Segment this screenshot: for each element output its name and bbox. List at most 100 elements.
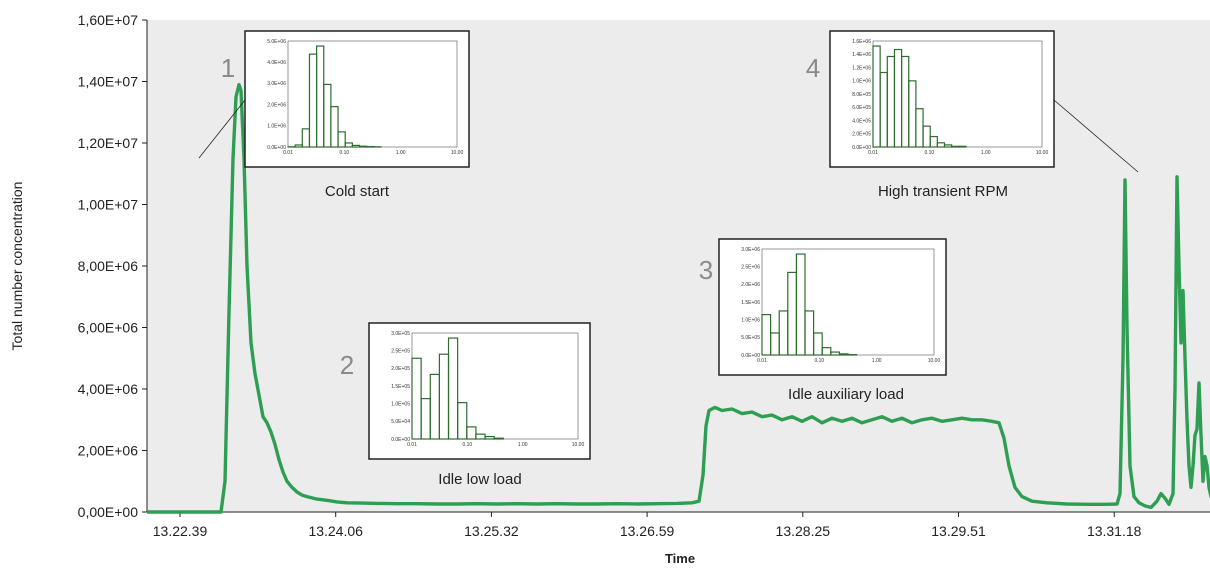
y-tick-label: 8,00E+06: [78, 258, 139, 274]
inset-y-tick: 4.0E+06: [267, 60, 286, 66]
inset-plot-area: [411, 332, 579, 440]
inset-x-tick: 0.01: [757, 358, 767, 364]
x-tick-label: 13.26.59: [620, 523, 675, 539]
inset-y-tick: 0.0E+00: [391, 437, 410, 443]
inset-bar: [493, 437, 504, 440]
y-axis-title: Total number concentration: [9, 182, 25, 351]
inset-4: 0.0E+00 2.0E+05 4.0E+05 6.0E+05 8.0E+05 1.0E+…: [806, 30, 1139, 200]
inset-y-tick: 1.0E+06: [852, 79, 871, 85]
inset-y-tick: 1.0E+06: [741, 317, 760, 323]
inset-y-tick: 1.0E+05: [391, 401, 410, 407]
inset-y-tick: 2.5E+05: [391, 348, 410, 354]
x-axis-title: Time: [665, 551, 695, 566]
y-tick-label: 0,00E+00: [78, 504, 139, 520]
inset-y-tick: 0.0E+00: [267, 145, 286, 151]
x-tick-label: 13.29.51: [931, 523, 986, 539]
inset-x-tick: 10.00: [1036, 150, 1049, 156]
inset-bar: [337, 131, 346, 148]
inset-caption: High transient RPM: [878, 183, 1008, 200]
inset-y-tick: 1.6E+06: [852, 39, 871, 45]
inset-caption: Cold start: [325, 183, 390, 200]
inset-y-tick: 3.0E+06: [267, 81, 286, 87]
inset-number: 4: [806, 53, 820, 83]
inset-x-tick: 10.00: [928, 358, 941, 364]
inset-bar: [466, 426, 477, 440]
inset-bar: [795, 253, 806, 356]
inset-plot-area: [761, 248, 935, 356]
series-layer: [147, 82, 1210, 514]
inset-x-tick: 1.00: [872, 358, 882, 364]
inset-y-tick: 1.5E+05: [391, 384, 410, 390]
inset-y-tick: 4.0E+05: [852, 118, 871, 124]
inset-y-tick: 1.5E+06: [741, 300, 760, 306]
inset-x-tick: 1.00: [518, 442, 528, 448]
x-axis: 13.22.39 13.24.06 13.25.32 13.26.59 13.28.25…: [147, 511, 1210, 539]
inset-y-tick: 5.0E+04: [391, 419, 410, 425]
inset-y-tick: 1.2E+06: [852, 65, 871, 71]
callout-line: [1053, 99, 1139, 173]
x-tick-label: 13.31.18: [1087, 523, 1142, 539]
inset-y-tick: 2.0E+06: [267, 102, 286, 108]
inset-y-tick: 2.0E+06: [741, 282, 760, 288]
inset-y-tick: 0.0E+00: [852, 145, 871, 151]
inset-3: 0.0E+00 5.0E+05 1.0E+06 1.5E+06 2.0E+06 2.5E+…: [699, 238, 947, 403]
inset-bar: [457, 402, 468, 440]
inset-x-tick: 0.10: [814, 358, 824, 364]
inset-y-tick: 3.0E+06: [741, 247, 760, 253]
series-line: [147, 82, 1210, 514]
y-tick-label: 4,00E+06: [78, 381, 139, 397]
inset-x-tick: 0.01: [407, 442, 417, 448]
inset-plot-area: [287, 40, 458, 148]
inset-number: 2: [340, 350, 354, 380]
inset-y-tick: 2.0E+05: [391, 366, 410, 372]
inset-2: 0.0E+00 5.0E+04 1.0E+05 1.5E+05 2.0E+05 2.5E+…: [340, 322, 591, 488]
y-tick-label: 6,00E+06: [78, 320, 139, 336]
y-tick-label: 1,20E+07: [78, 135, 139, 151]
callout-line: [198, 99, 246, 159]
x-tick-label: 13.25.32: [464, 523, 519, 539]
inset-x-tick: 10.00: [451, 150, 464, 156]
x-tick-label: 13.22.39: [153, 523, 208, 539]
inset-y-tick: 0.0E+00: [741, 353, 760, 359]
x-tick-label: 13.24.06: [308, 523, 363, 539]
inset-caption: Idle auxiliary load: [788, 386, 904, 403]
inset-x-tick: 0.10: [462, 442, 472, 448]
inset-bar: [447, 337, 459, 440]
inset-bar: [958, 145, 967, 148]
inset-bar: [812, 332, 823, 356]
inset-1: 0.0E+00 1.0E+06 2.0E+06 3.0E+06 4.0E+06 5.0E+…: [198, 30, 470, 200]
inset-bar: [821, 347, 832, 356]
inset-y-tick: 5.0E+06: [267, 39, 286, 45]
y-axis: 0,00E+00 2,00E+06 4,00E+06 6,00E+06 8,00E+06…: [78, 12, 148, 520]
inset-y-tick: 2.5E+06: [741, 264, 760, 270]
inset-y-tick: 5.0E+05: [741, 335, 760, 341]
x-tick-label: 13.28.25: [776, 523, 831, 539]
inset-x-tick: 10.00: [572, 442, 585, 448]
inset-plot-area: [872, 40, 1043, 148]
inset-x-tick: 1.00: [981, 150, 991, 156]
inset-x-tick: 0.10: [339, 150, 349, 156]
inset-x-tick: 0.10: [924, 150, 934, 156]
inset-x-tick: 1.00: [396, 150, 406, 156]
inset-y-tick: 2.0E+05: [852, 132, 871, 138]
inset-bar: [838, 353, 849, 356]
inset-x-tick: 0.01: [283, 150, 293, 156]
inset-y-tick: 1.0E+06: [267, 124, 286, 130]
inset-y-tick: 6.0E+05: [852, 105, 871, 111]
inset-y-tick: 8.0E+05: [852, 92, 871, 98]
inset-bar: [929, 135, 938, 148]
inset-y-tick: 3.0E+05: [391, 331, 410, 337]
inset-bar: [951, 145, 960, 148]
y-tick-label: 1,00E+07: [78, 197, 139, 213]
inset-bar: [358, 145, 368, 148]
inset-x-tick: 0.01: [868, 150, 878, 156]
inset-number: 1: [221, 53, 235, 83]
insets-layer: 0.0E+00 1.0E+06 2.0E+06 3.0E+06 4.0E+06 5.0E+…: [198, 30, 1139, 488]
inset-bar: [330, 106, 339, 148]
inset-y-tick: 1.4E+06: [852, 52, 871, 58]
inset-number: 3: [699, 255, 713, 285]
y-tick-label: 1,40E+07: [78, 74, 139, 90]
y-tick-label: 2,00E+06: [78, 443, 139, 459]
inset-caption: Idle low load: [438, 471, 521, 488]
